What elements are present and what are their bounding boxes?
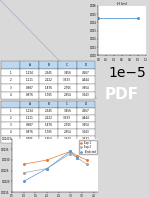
Text: PDF: PDF	[105, 87, 139, 102]
Title: H (m): H (m)	[117, 2, 127, 6]
Exp 1	[69, 150, 71, 153]
Line: Exp 2: Exp 2	[23, 153, 87, 174]
Line: Exp 1: Exp 1	[23, 151, 87, 165]
Exp 2	[46, 167, 48, 170]
Predicted	[76, 157, 78, 159]
Exp 2	[69, 152, 71, 155]
Predicted	[23, 180, 24, 183]
Legend: Exp 1, Exp 2, Predicted: Exp 1, Exp 2, Predicted	[79, 140, 97, 154]
Exp 1	[46, 159, 48, 161]
Exp 1	[23, 163, 24, 166]
Predicted	[46, 167, 48, 170]
Exp 1	[86, 159, 88, 161]
Exp 1	[76, 154, 78, 157]
Exp 2	[23, 172, 24, 174]
Exp 2	[76, 157, 78, 159]
Exp 2	[86, 163, 88, 166]
Predicted	[69, 150, 71, 153]
Line: Predicted: Predicted	[23, 151, 78, 182]
